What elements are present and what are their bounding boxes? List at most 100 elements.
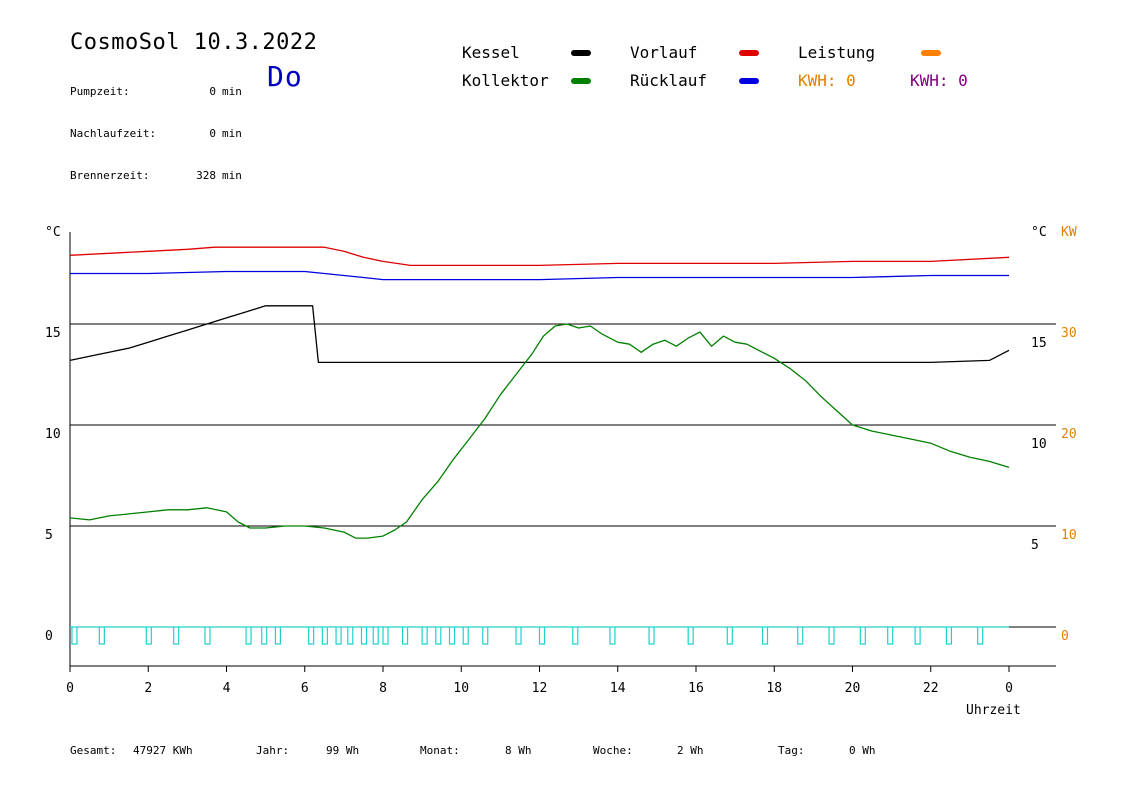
stat-unit: min [222,127,242,140]
x-tick-label: 10 [453,681,469,696]
pump-pulse [538,627,546,645]
pump-pulse [609,627,616,645]
pump-pulse [308,627,315,645]
legend-label-leistung: Leistung [798,43,876,62]
stat-brennerzeit: Brennerzeit: 328 min [70,169,242,183]
pump-pulse [687,627,694,645]
x-axis-label: Uhrzeit [966,703,1021,718]
pump-pulse [372,627,379,645]
pump-pulse [828,627,835,645]
pump-pulse [145,627,152,645]
pump-pulse [382,627,389,645]
left-axis-unit: °C [45,225,61,240]
kwh-left: KWH: 0 [798,71,856,90]
footer-monat-value: 8 Wh [505,744,532,757]
footer-woche-value: 2 Wh [677,744,704,757]
footer-monat-label: Monat: [420,744,460,757]
pump-pulse [98,627,105,645]
weekday-label: Do [267,60,303,93]
pump-pulse [977,627,984,645]
right-power-tick-label: 30 [1061,326,1077,341]
pump-pulse [261,627,268,645]
pump-pulse [321,627,328,645]
x-tick-label: 16 [688,681,704,696]
pump-pulse [726,627,733,645]
right-temp-tick-label: 10 [1031,437,1047,452]
x-tick-label: 0 [1005,681,1013,696]
series-line-kollektor [69,323,1010,539]
series-line-vorlauf [69,246,1010,267]
pump-pulse [245,627,252,645]
right-power-tick-label: 20 [1061,427,1077,442]
right-temp-tick-label: 5 [1031,538,1039,553]
right-power-unit: KW [1061,225,1077,240]
pump-pulse [360,627,368,645]
footer-gesamt-value: 47927 KWh [133,744,193,757]
left-tick-label: 0 [45,629,53,644]
pump-pulse [914,627,921,645]
stats-block: Pumpzeit: 0 min Nachlaufzeit: 0 min Bren… [70,57,242,197]
legend-swatch-kessel [571,50,591,56]
pump-pulse [448,627,456,645]
pump-pulse [761,627,769,645]
footer-tag-value: 0 Wh [849,744,876,757]
pump-pulse [887,627,894,645]
pump-pulse [274,627,282,645]
x-tick-label: 2 [144,681,152,696]
stat-unit: min [222,169,242,182]
footer-jahr-value: 99 Wh [326,744,360,757]
stat-unit: min [222,85,242,98]
footer-tag-label: Tag: [778,744,805,757]
pump-pulse [648,627,655,645]
pump-pulse [421,627,428,645]
stat-value: 0 [209,127,216,140]
legend-swatch-ruecklauf [739,78,759,84]
legend-label-kollektor: Kollektor [462,71,549,90]
pump-pulse [859,627,866,645]
x-tick-label: 6 [301,681,309,696]
pump-pulse [482,627,489,645]
pump-pulse [204,627,211,645]
stat-label: Pumpzeit: [70,85,130,98]
pump-pulse [335,627,342,645]
footer-woche-label: Woche: [593,744,633,757]
kwh-right: KWH: 0 [910,71,968,90]
x-tick-label: 22 [923,681,939,696]
legend-swatch-vorlauf [739,50,759,56]
pump-pulse [945,627,952,645]
stat-label: Brennerzeit: [70,169,150,182]
x-tick-label: 8 [379,681,387,696]
legend-label-kessel: Kessel [462,43,520,62]
stat-nachlaufzeit: Nachlaufzeit: 0 min [70,127,242,141]
stat-pumpzeit: Pumpzeit: 0 min [70,85,242,99]
stat-value: 0 [209,85,216,98]
legend-swatch-kollektor [571,78,591,84]
left-tick-label: 10 [45,427,61,442]
pump-pulse [401,627,409,645]
footer-jahr-label: Jahr: [256,744,290,757]
right-temp-unit: °C [1031,225,1047,240]
right-power-tick-label: 10 [1061,528,1077,543]
stat-value: 328 [196,169,216,182]
pump-pulse [572,627,579,645]
left-tick-label: 5 [45,528,53,543]
pump-pulse [71,627,78,645]
pump-pulse [435,627,442,645]
legend-swatch-leistung [921,50,941,56]
pump-pulse [515,627,522,645]
series-line-kessel [69,305,1010,364]
chart-title: CosmoSol 10.3.2022 [70,30,318,55]
x-tick-label: 12 [532,681,548,696]
pump-pulse [173,627,180,645]
x-tick-label: 20 [845,681,861,696]
right-power-tick-label: 0 [1061,629,1069,644]
pump-pulse [462,627,469,645]
x-tick-label: 18 [766,681,782,696]
legend-label-ruecklauf: Rücklauf [630,71,708,90]
x-tick-label: 4 [223,681,231,696]
series-line-ruecklauf [70,270,1009,281]
footer-gesamt-label: Gesamt: [70,744,117,757]
left-tick-label: 15 [45,326,61,341]
pump-pulse [347,627,354,645]
